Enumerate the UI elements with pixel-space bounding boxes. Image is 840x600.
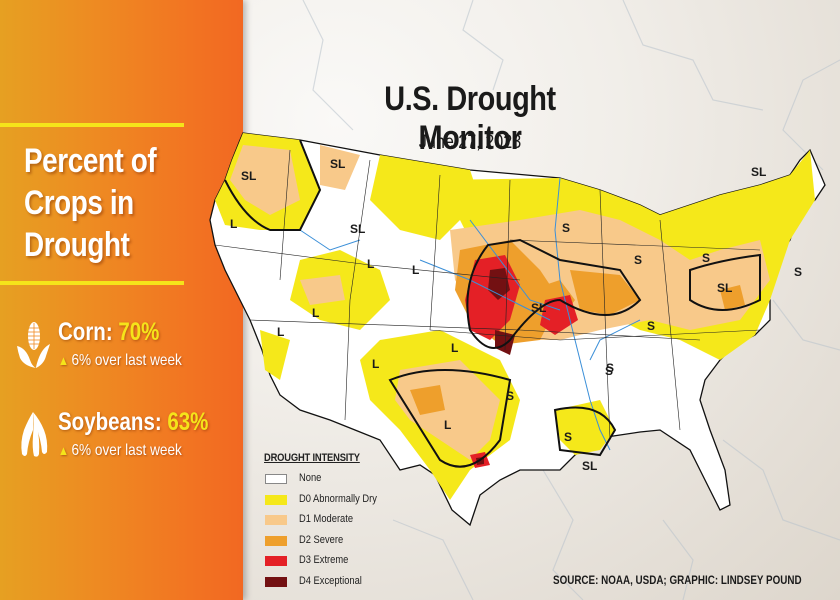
sidebar-title: Percent of Crops in Drought (24, 142, 157, 264)
impact-label: SL (582, 459, 597, 473)
impact-label: L (444, 418, 451, 432)
map-date: June 27, 2023 (418, 132, 522, 153)
corn-change: ▲ 6% over last week (58, 352, 182, 369)
corn-label: Corn: 70% (58, 318, 160, 346)
impact-label: SL (717, 281, 732, 295)
impact-label: L (277, 325, 284, 339)
impact-label: S (506, 389, 514, 403)
map-title: U.S. Drought Monitor (384, 80, 556, 157)
legend-swatch (265, 494, 287, 505)
legend-item-none: None (264, 470, 377, 491)
legend-item-d2: D2 Severe (264, 532, 377, 553)
soybean-icon (21, 412, 48, 457)
crop-drought-sidebar: Percent of Crops in Drought Corn: 70% ▲ 6… (0, 0, 243, 600)
soybeans-label: Soybeans: 63% (58, 408, 209, 436)
legend-swatch (265, 535, 287, 546)
impact-label: S (564, 430, 572, 444)
impact-label: S (606, 361, 614, 375)
impact-label: S (794, 265, 802, 279)
drought-intensity-legend: DROUGHT INTENSITY None D0 Abnormally Dry… (264, 452, 377, 593)
legend-swatch (265, 556, 287, 566)
legend-swatch (265, 474, 287, 484)
legend-item-d4: D4 Exceptional (264, 573, 377, 594)
legend-item-d3: D3 Extreme (264, 552, 377, 573)
impact-label: S (562, 221, 570, 235)
impact-label: L (367, 257, 374, 271)
impact-label: S (634, 253, 642, 267)
legend-item-d0: D0 Abnormally Dry (264, 491, 377, 512)
legend-heading: DROUGHT INTENSITY (264, 452, 360, 464)
soybeans-percent: 63% (167, 408, 209, 436)
legend-item-d1: D1 Moderate (264, 511, 377, 532)
top-divider (0, 123, 184, 127)
source-credit: SOURCE: NOAA, USDA; GRAPHIC: LINDSEY POU… (553, 573, 802, 587)
impact-label: L (451, 341, 458, 355)
corn-icon (17, 322, 50, 368)
corn-percent: 70% (118, 318, 160, 346)
impact-label: S (605, 364, 613, 378)
up-triangle-icon: ▲ (58, 443, 69, 458)
impact-label: SL (531, 301, 546, 315)
legend-swatch (265, 576, 287, 587)
impact-label: SL (241, 169, 256, 183)
impact-label: SL (350, 222, 365, 236)
impact-label: SL (751, 165, 766, 179)
impact-label: S (702, 251, 710, 265)
impact-label: SL (330, 157, 345, 171)
us-drought-map: SL SL SL SL SL SL SL L L L L L L L L S S… (209, 132, 826, 527)
impact-label: L (230, 217, 237, 231)
soybeans-change: ▲ 6% over last week (58, 442, 182, 459)
impact-label: L (312, 306, 319, 320)
up-triangle-icon: ▲ (58, 353, 69, 368)
legend-swatch (265, 515, 287, 525)
impact-label: L (372, 357, 379, 371)
bottom-divider (0, 281, 184, 285)
impact-label: L (412, 263, 419, 277)
cracked-earth-texture (302, 0, 840, 600)
impact-label: S (647, 319, 655, 333)
